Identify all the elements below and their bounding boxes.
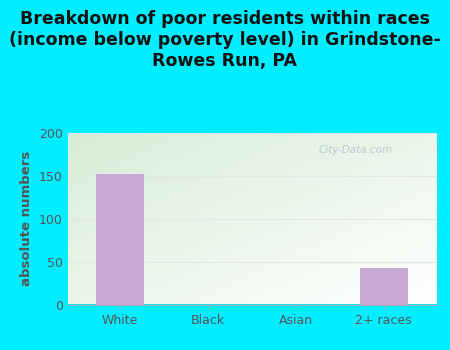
Bar <box>360 268 408 304</box>
Bar <box>96 174 144 304</box>
Text: Breakdown of poor residents within races
(income below poverty level) in Grindst: Breakdown of poor residents within races… <box>9 10 441 70</box>
Text: City-Data.com: City-Data.com <box>319 145 392 155</box>
Y-axis label: absolute numbers: absolute numbers <box>20 151 33 286</box>
